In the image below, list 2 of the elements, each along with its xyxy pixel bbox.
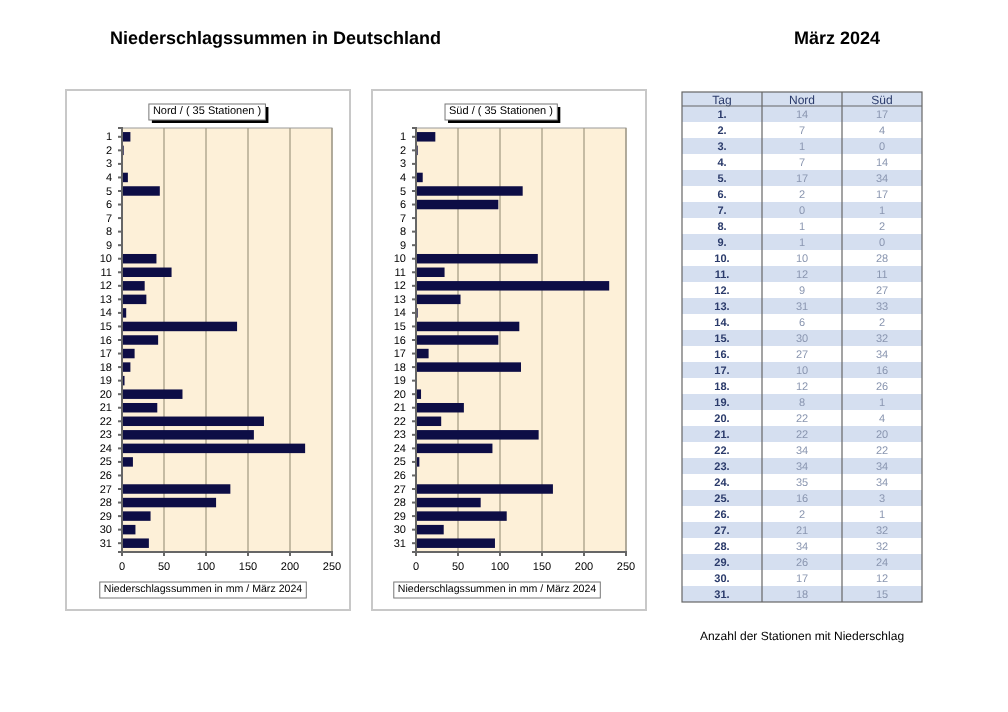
chart-title: Niederschlagssummen in Deutschland (110, 28, 442, 48)
chart-subtitle: März 2024 (793, 28, 880, 48)
